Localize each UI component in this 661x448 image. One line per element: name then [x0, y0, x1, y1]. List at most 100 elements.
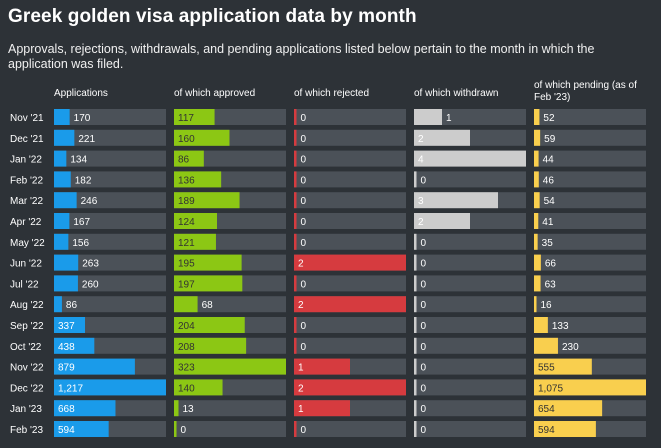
- bar-rejected: [294, 171, 297, 188]
- value-label-pending: 66: [545, 259, 557, 270]
- bar-pending: [534, 400, 603, 417]
- bar-withdrawn: [414, 150, 526, 167]
- value-label-rejected: 0: [301, 238, 307, 249]
- bar-applications: [54, 150, 67, 167]
- bar-track: [54, 275, 166, 292]
- bar-pending: [534, 379, 646, 396]
- bar-rejected: [294, 275, 297, 292]
- bar-track: [294, 337, 406, 354]
- value-label-rejected: 0: [301, 425, 307, 436]
- column-header-approved: of which approved: [174, 88, 255, 99]
- value-label-approved: 86: [178, 155, 190, 166]
- month-label: Mar '22: [10, 196, 43, 207]
- bar-applications: [54, 233, 69, 250]
- bar-rejected: [294, 129, 297, 146]
- bar-approved: [174, 109, 215, 125]
- bar-track: [54, 213, 166, 229]
- value-label-applications: 170: [74, 113, 91, 124]
- bar-track: [174, 296, 286, 313]
- value-label-withdrawn: 3: [418, 196, 424, 207]
- bar-rejected: [294, 213, 297, 229]
- bar-rejected: [294, 254, 406, 271]
- bar-track: [54, 171, 166, 188]
- value-label-withdrawn: 0: [421, 425, 427, 436]
- value-label-withdrawn: 0: [421, 279, 427, 290]
- value-label-approved: 323: [178, 363, 195, 374]
- bar-applications: [54, 379, 166, 396]
- bar-approved: [174, 337, 247, 354]
- value-label-withdrawn: 0: [421, 404, 427, 415]
- chart-subtitle: Approvals, rejections, withdrawals, and …: [8, 42, 595, 71]
- bar-pending: [534, 233, 538, 250]
- bar-track: [54, 109, 166, 125]
- value-label-rejected: 1: [298, 404, 304, 415]
- value-label-withdrawn: 0: [421, 363, 427, 374]
- bar-applications: [54, 192, 77, 209]
- value-label-applications: 260: [82, 279, 99, 290]
- value-label-approved: 208: [178, 342, 195, 353]
- bar-track: [294, 150, 406, 167]
- value-label-rejected: 0: [301, 279, 307, 290]
- bar-track: [534, 254, 646, 271]
- bar-rejected: [294, 192, 297, 209]
- bar-pending: [534, 421, 596, 437]
- value-label-pending: 41: [542, 217, 554, 228]
- value-label-approved: 204: [178, 321, 195, 332]
- bar-pending: [534, 171, 539, 188]
- bar-withdrawn: [414, 275, 417, 292]
- bar-rejected: [294, 421, 297, 437]
- bar-approved: [174, 254, 242, 271]
- bar-withdrawn: [414, 358, 417, 375]
- bar-rejected: [294, 109, 297, 125]
- value-label-approved: 197: [178, 279, 195, 290]
- bar-approved: [174, 317, 245, 333]
- bar-withdrawn: [414, 317, 417, 333]
- value-label-applications: 156: [72, 238, 89, 249]
- value-label-withdrawn: 0: [421, 238, 427, 249]
- value-label-withdrawn: 0: [421, 321, 427, 332]
- bar-withdrawn: [414, 379, 417, 396]
- bar-withdrawn: [414, 337, 417, 354]
- month-label: Apr '22: [10, 217, 42, 228]
- bar-track: [414, 400, 526, 417]
- value-label-pending: 35: [542, 238, 554, 249]
- bar-pending: [534, 192, 540, 209]
- bar-track: [534, 129, 646, 146]
- bar-track: [294, 192, 406, 209]
- bar-track: [54, 129, 166, 146]
- column-header-applications: Applications: [54, 88, 108, 99]
- bar-rejected: [294, 358, 350, 375]
- value-label-rejected: 0: [301, 321, 307, 332]
- bar-approved: [174, 296, 198, 313]
- month-label: Oct '22: [10, 342, 42, 353]
- data-table-chart: Applications of which approved of which re…: [10, 80, 646, 437]
- bar-pending: [534, 275, 541, 292]
- value-label-withdrawn: 2: [418, 217, 424, 228]
- bar-track: [534, 109, 646, 125]
- bar-track: [414, 421, 526, 437]
- month-label: Feb '23: [10, 425, 43, 436]
- month-label: Nov '22: [10, 363, 44, 374]
- bar-approved: [174, 379, 223, 396]
- value-label-applications: 594: [58, 425, 75, 436]
- value-label-approved: 0: [181, 425, 187, 436]
- bar-track: [294, 171, 406, 188]
- month-label: Dec '22: [10, 383, 44, 394]
- bar-withdrawn: [414, 213, 470, 229]
- column-header-rejected: of which rejected: [294, 88, 369, 99]
- bar-pending: [534, 129, 541, 146]
- bar-approved: [174, 171, 222, 188]
- bar-pending: [534, 254, 541, 271]
- month-label: Jan '22: [10, 155, 42, 166]
- value-label-applications: 86: [66, 300, 78, 311]
- month-label: Nov '21: [10, 113, 44, 124]
- value-label-pending: 44: [543, 155, 555, 166]
- value-label-rejected: 0: [301, 342, 307, 353]
- column-header-pending: of which pending (as of Feb '23): [534, 80, 637, 103]
- bar-withdrawn: [414, 233, 417, 250]
- bar-applications: [54, 254, 79, 271]
- value-label-rejected: 0: [301, 134, 307, 145]
- bar-approved: [174, 150, 204, 167]
- value-label-rejected: 1: [298, 363, 304, 374]
- bar-track: [414, 358, 526, 375]
